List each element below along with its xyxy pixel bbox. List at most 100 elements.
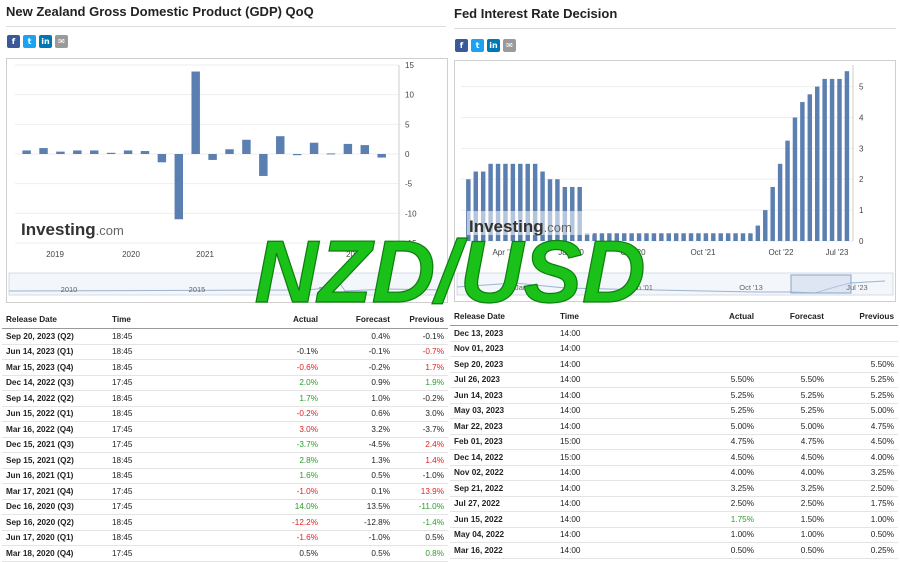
fed-rate-bar[interactable] bbox=[822, 78, 827, 241]
col-actual[interactable]: Actual bbox=[682, 307, 758, 326]
fed-rate-bar[interactable] bbox=[607, 233, 612, 241]
fed-rate-bar[interactable] bbox=[659, 233, 664, 241]
fed-rate-bar[interactable] bbox=[814, 86, 820, 241]
gdp-bar[interactable] bbox=[360, 145, 370, 154]
fed-rate-bar[interactable] bbox=[532, 163, 538, 241]
col-forecast[interactable]: Forecast bbox=[322, 310, 394, 329]
gdp-bar[interactable] bbox=[157, 154, 167, 163]
table-row[interactable]: Dec 14, 2022 15:00 4.50% 4.50% 4.00% bbox=[450, 449, 898, 466]
gdp-bar[interactable] bbox=[191, 71, 200, 154]
facebook-icon[interactable]: f bbox=[455, 39, 468, 52]
fed-rate-bar[interactable] bbox=[584, 233, 590, 241]
fed-rate-bar[interactable] bbox=[540, 171, 545, 241]
table-row[interactable]: Sep 14, 2022 (Q2) 18:45 1.7% 1.0% -0.2% bbox=[2, 390, 448, 407]
fed-rate-bar[interactable] bbox=[636, 233, 642, 241]
fed-rate-bar[interactable] bbox=[748, 233, 753, 241]
fed-rate-bar[interactable] bbox=[703, 233, 709, 241]
gdp-bar[interactable] bbox=[73, 150, 82, 154]
table-row[interactable]: Sep 15, 2021 (Q2) 18:45 2.8% 1.3% 1.4% bbox=[2, 452, 448, 469]
fed-rate-bar[interactable] bbox=[733, 233, 738, 241]
twitter-icon[interactable]: t bbox=[23, 35, 36, 48]
facebook-icon[interactable]: f bbox=[7, 35, 20, 48]
fed-rate-bar[interactable] bbox=[829, 78, 835, 241]
gdp-bar[interactable] bbox=[174, 154, 184, 220]
table-row[interactable]: Sep 20, 2023 14:00 5.50% bbox=[450, 356, 898, 373]
fed-rate-bar[interactable] bbox=[673, 233, 679, 241]
gdp-bar[interactable] bbox=[22, 150, 31, 154]
table-row[interactable]: Dec 16, 2020 (Q3) 17:45 14.0% 13.5% -11.0% bbox=[2, 499, 448, 515]
fed-rate-bar[interactable] bbox=[696, 233, 701, 241]
table-row[interactable]: Jun 17, 2020 (Q1) 18:45 -1.6% -1.0% 0.5% bbox=[2, 530, 448, 546]
gdp-bar[interactable] bbox=[39, 148, 48, 154]
linkedin-icon[interactable]: in bbox=[39, 35, 52, 48]
fed-rate-bar[interactable] bbox=[644, 233, 649, 241]
fed-rate-bar[interactable] bbox=[681, 233, 686, 241]
table-row[interactable]: Sep 16, 2020 (Q2) 18:45 -12.2% -12.8% -1.4% bbox=[2, 514, 448, 531]
table-row[interactable]: Mar 22, 2023 14:00 5.00% 5.00% 4.75% bbox=[450, 418, 898, 435]
col-actual[interactable]: Actual bbox=[234, 310, 322, 329]
gdp-bar[interactable] bbox=[377, 154, 386, 158]
fed-rate-bar[interactable] bbox=[666, 233, 671, 241]
gdp-bar[interactable] bbox=[140, 151, 150, 154]
gdp-bar[interactable] bbox=[276, 136, 285, 154]
fed-rate-bar[interactable] bbox=[740, 233, 746, 241]
gdp-bar[interactable] bbox=[123, 150, 133, 154]
col-release-date[interactable]: Release Date bbox=[450, 307, 556, 326]
fed-rate-bar[interactable] bbox=[614, 233, 620, 241]
gdp-bar[interactable] bbox=[343, 143, 353, 154]
table-row[interactable]: Jun 15, 2022 (Q1) 18:45 -0.2% 0.6% 3.0% bbox=[2, 406, 448, 422]
gdp-bar[interactable] bbox=[309, 142, 319, 154]
gdp-bar[interactable] bbox=[259, 154, 268, 176]
navigator[interactable] bbox=[8, 272, 446, 296]
fed-rate-bar[interactable] bbox=[473, 171, 478, 241]
table-row[interactable]: Sep 20, 2023 (Q2) 18:45 0.4% -0.1% bbox=[2, 328, 448, 345]
fed-rate-bar[interactable] bbox=[488, 163, 493, 241]
fed-rate-bar[interactable] bbox=[725, 233, 731, 241]
table-row[interactable]: Feb 01, 2023 15:00 4.75% 4.75% 4.50% bbox=[450, 434, 898, 450]
fed-rate-bar[interactable] bbox=[503, 163, 508, 241]
table-row[interactable]: May 03, 2023 14:00 5.25% 5.25% 5.00% bbox=[450, 403, 898, 419]
fed-rate-bar[interactable] bbox=[555, 179, 560, 241]
table-row[interactable]: Jun 15, 2022 14:00 1.75% 1.50% 1.00% bbox=[450, 511, 898, 528]
gdp-bar[interactable] bbox=[292, 154, 302, 156]
table-row[interactable]: Dec 15, 2021 (Q3) 17:45 -3.7% -4.5% 2.4% bbox=[2, 437, 448, 453]
fed-rate-bar[interactable] bbox=[770, 186, 775, 241]
fed-rate-bar[interactable] bbox=[651, 233, 657, 241]
table-row[interactable]: Mar 16, 2022 14:00 0.50% 0.50% 0.25% bbox=[450, 542, 898, 559]
col-release-date[interactable]: Release Date bbox=[2, 310, 108, 329]
gdp-bar[interactable] bbox=[242, 139, 251, 154]
gdp-bar[interactable] bbox=[106, 152, 116, 154]
fed-rate-bar[interactable] bbox=[525, 163, 530, 241]
table-row[interactable]: Jul 26, 2023 14:00 5.50% 5.50% 5.25% bbox=[450, 372, 898, 388]
table-row[interactable]: Jun 16, 2021 (Q1) 18:45 1.6% 0.5% -1.0% bbox=[2, 468, 448, 484]
table-row[interactable]: Jun 14, 2023 14:00 5.25% 5.25% 5.25% bbox=[450, 387, 898, 404]
fed-rate-bar[interactable] bbox=[718, 233, 723, 241]
fed-rate-bar[interactable] bbox=[466, 179, 471, 241]
gdp-chart[interactable]: 15 10 5 0 -5 -10 -15 2019 2020 2021 2022 2023 Invest… bbox=[7, 59, 447, 302]
fed-rate-bar[interactable] bbox=[547, 179, 553, 241]
email-icon[interactable]: ✉ bbox=[503, 39, 516, 52]
table-row[interactable]: Mar 16, 2022 (Q4) 17:45 3.0% 3.2% -3.7% bbox=[2, 421, 448, 438]
linkedin-icon[interactable]: in bbox=[487, 39, 500, 52]
fed-rate-bar[interactable] bbox=[592, 233, 597, 241]
table-row[interactable]: Dec 13, 2023 14:00 bbox=[450, 325, 898, 342]
table-row[interactable]: Nov 02, 2022 14:00 4.00% 4.00% 3.25% bbox=[450, 465, 898, 481]
fed-rate-bar[interactable] bbox=[599, 233, 605, 241]
fed-rate-bar[interactable] bbox=[510, 163, 516, 241]
table-row[interactable]: Sep 21, 2022 14:00 3.25% 3.25% 2.50% bbox=[450, 480, 898, 497]
email-icon[interactable]: ✉ bbox=[55, 35, 68, 48]
fed-rate-bar[interactable] bbox=[785, 140, 790, 241]
gdp-bar[interactable] bbox=[90, 150, 99, 154]
fed-rate-bar[interactable] bbox=[792, 117, 798, 241]
col-forecast[interactable]: Forecast bbox=[758, 307, 828, 326]
fed-rate-bar[interactable] bbox=[807, 94, 813, 241]
table-row[interactable]: May 04, 2022 14:00 1.00% 1.00% 0.50% bbox=[450, 527, 898, 543]
table-row[interactable]: Nov 01, 2023 14:00 bbox=[450, 341, 898, 357]
navigator[interactable] bbox=[456, 272, 894, 296]
fed-rate-bar[interactable] bbox=[495, 163, 501, 241]
fed-rate-bar[interactable] bbox=[518, 163, 523, 241]
twitter-icon[interactable]: t bbox=[471, 39, 484, 52]
fed-rate-bar[interactable] bbox=[837, 78, 842, 241]
fed-rate-bar[interactable] bbox=[763, 210, 768, 241]
fed-rate-bar[interactable] bbox=[777, 163, 783, 241]
